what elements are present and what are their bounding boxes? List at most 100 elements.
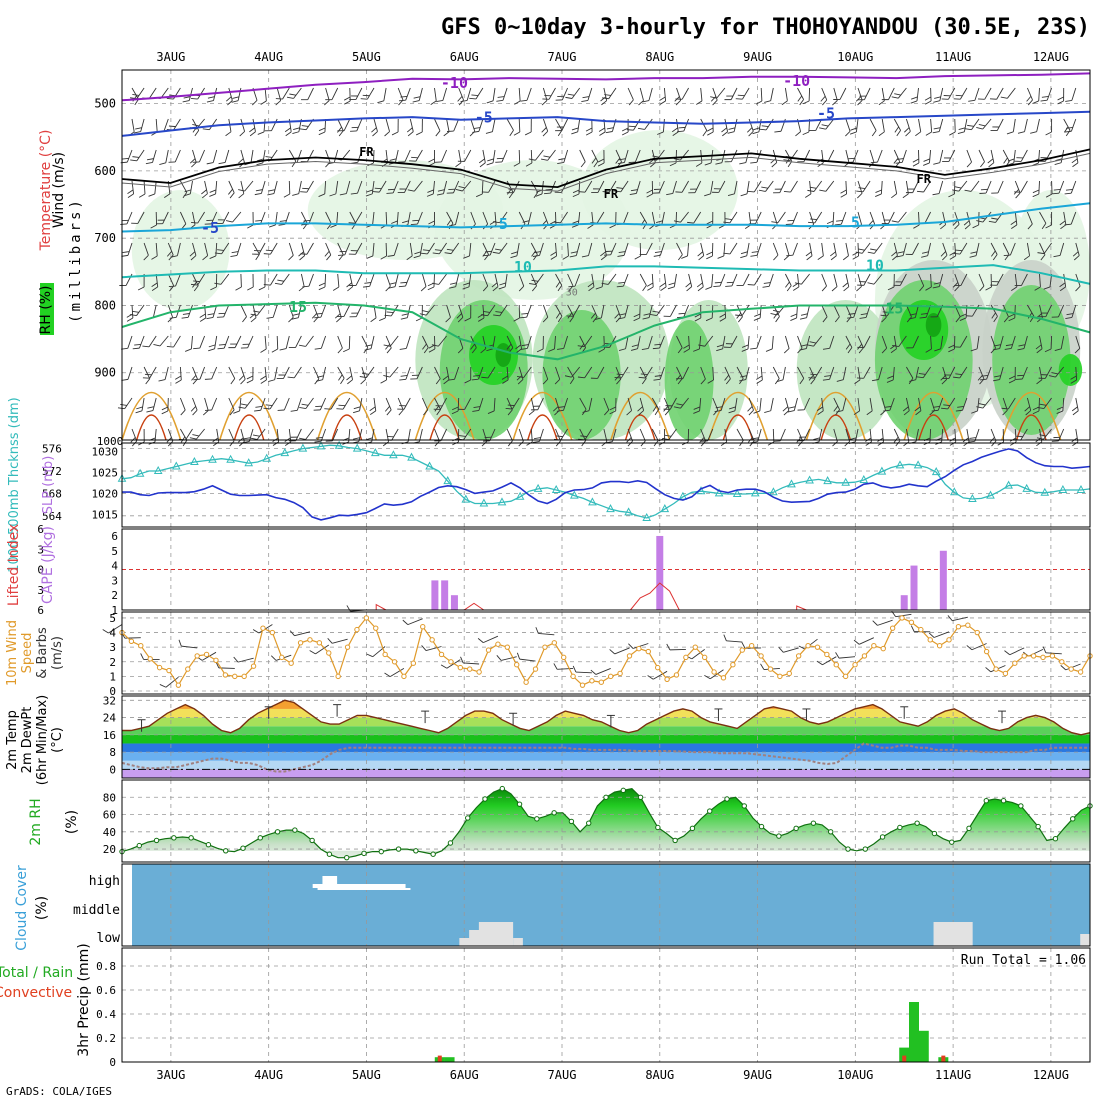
barb-staff [539, 428, 544, 442]
wind-barb [758, 180, 774, 192]
barb-staff [645, 242, 653, 255]
barb-staff [985, 180, 992, 194]
barb-flag [600, 255, 607, 261]
wind-barb [383, 335, 399, 347]
barb-flag [857, 193, 863, 199]
barb-flag [265, 156, 273, 158]
barb-flag [1059, 220, 1066, 226]
barb-flag [614, 313, 620, 319]
barb-flag [231, 251, 239, 254]
wind-barb [276, 366, 290, 380]
barb-flag [706, 255, 713, 260]
wind-barb [915, 118, 922, 137]
barb-flag [246, 379, 254, 384]
rh-point [1052, 835, 1059, 842]
wind-barb [555, 118, 563, 137]
barb-staff [572, 304, 581, 317]
barb-staff [349, 366, 354, 380]
barb-flag [687, 221, 694, 224]
wind-barb [990, 304, 998, 323]
barb-staff [615, 366, 622, 380]
barb-staff [159, 335, 169, 347]
barb-staff [597, 366, 605, 379]
rh-point [1018, 803, 1024, 809]
wind-barb [300, 180, 314, 193]
barb-flag [662, 437, 669, 440]
barb-flag [401, 313, 409, 316]
wind-barb [1051, 304, 1065, 318]
barb-staff [127, 242, 133, 256]
barb-flag [120, 223, 127, 225]
barb-flag [153, 344, 161, 347]
barb-flag [609, 410, 616, 415]
barb-staff [175, 273, 181, 287]
wind-speed-point [391, 659, 398, 665]
barb-staff [469, 242, 472, 256]
barb-staff [632, 643, 649, 649]
barb-flag [434, 161, 442, 163]
barb-flag [193, 280, 200, 283]
wind-barb [819, 180, 835, 192]
barb-staff [829, 335, 835, 349]
wind-barb [881, 335, 888, 354]
barb-flag [717, 255, 724, 259]
barb-flag [773, 192, 780, 194]
wind-barb [564, 366, 581, 378]
barb-flag [402, 619, 409, 625]
wind-barb [555, 118, 569, 132]
barb-flag [798, 645, 805, 650]
barb-flag [325, 161, 331, 168]
barb-flag [1053, 255, 1061, 258]
wind-barb [385, 335, 392, 354]
barb-staff [1002, 149, 1010, 162]
wind-barb [896, 242, 907, 258]
barb-flag [269, 224, 276, 228]
barb-staff [1023, 335, 1028, 349]
barb-staff [325, 242, 332, 256]
barb-flag [976, 220, 983, 223]
barb-flag [832, 441, 838, 447]
barb-staff [845, 335, 853, 348]
barb-flag [444, 252, 452, 255]
wind-barb [577, 366, 593, 379]
barb-staff [930, 335, 932, 350]
barb-flag [389, 282, 397, 285]
wind-speed-point [805, 642, 811, 649]
temperature-line [122, 699, 1091, 736]
barb-flag [821, 124, 829, 127]
barb-staff [999, 335, 1004, 349]
barb-staff [827, 149, 835, 162]
wind-barb [542, 366, 549, 385]
barb-flag [585, 131, 593, 136]
barb-flag [963, 220, 970, 226]
wind-barb [286, 87, 302, 99]
barb-flag [785, 223, 793, 225]
barb-staff [707, 428, 714, 442]
temp-tick-label: 32 [103, 694, 116, 707]
barb-staff [813, 180, 823, 192]
wind-barb [696, 87, 703, 105]
barb-flag [238, 193, 245, 199]
barb-flag [1072, 251, 1079, 257]
barb-flag [336, 317, 342, 323]
barb-staff [554, 335, 556, 349]
barb-staff [264, 87, 267, 101]
barb-staff [905, 118, 911, 132]
barb-staff [197, 211, 205, 224]
wind-barb [132, 335, 145, 350]
wind-barb [120, 211, 133, 225]
precip-total-bar [918, 1030, 929, 1062]
wind-barb [706, 118, 714, 136]
barb-flag [299, 128, 307, 131]
barb-staff [489, 428, 496, 442]
barb-flag [455, 189, 463, 192]
temp-band [122, 717, 1090, 727]
wind-speed-point [579, 682, 586, 688]
rh-point [810, 820, 817, 826]
barb-flag [147, 406, 155, 409]
barb-staff [204, 397, 209, 411]
wind-barb [594, 304, 605, 321]
barb-flag [941, 98, 949, 100]
barb-staff [393, 242, 399, 256]
wind-barb [209, 180, 218, 197]
